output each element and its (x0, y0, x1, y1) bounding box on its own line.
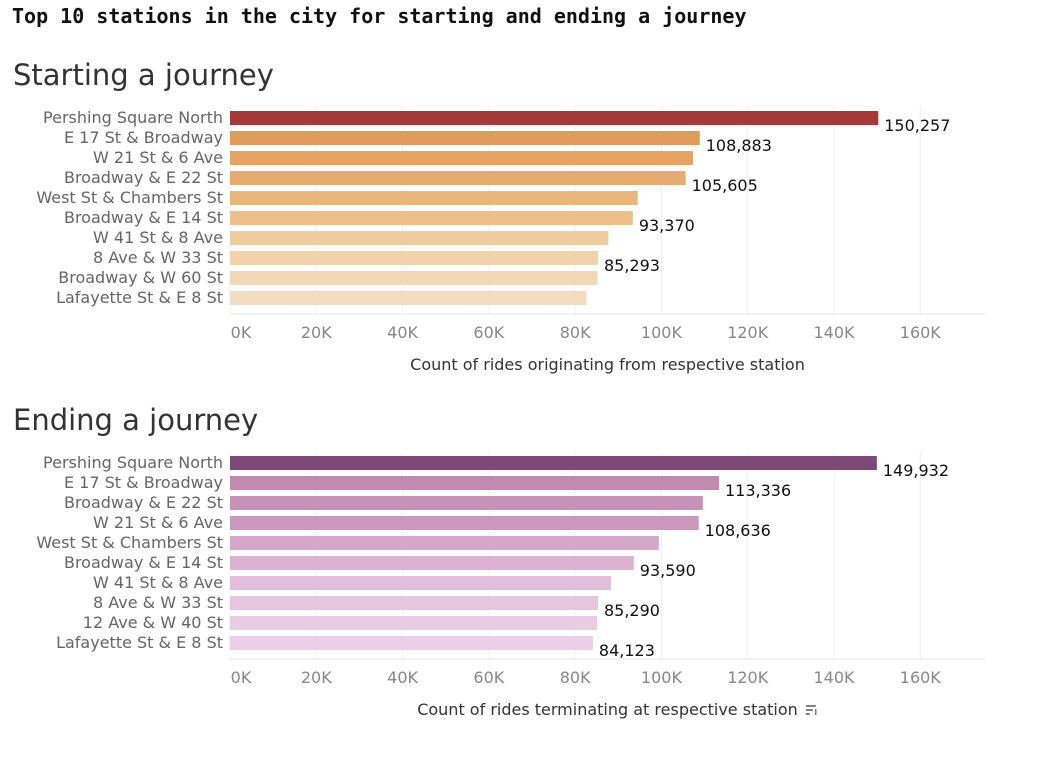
data-label: 150,257 (884, 116, 950, 135)
bar[interactable] (230, 171, 686, 185)
x-tick-label: 120K (727, 668, 769, 687)
data-label: 108,883 (706, 136, 772, 155)
sort-descending-icon[interactable] (805, 705, 817, 715)
data-label: 84,123 (599, 641, 655, 660)
chart-title-ending: Ending a journey (13, 403, 259, 437)
category-label: W 21 St & 6 Ave (93, 513, 223, 532)
category-label: W 21 St & 6 Ave (93, 148, 223, 167)
bar[interactable] (230, 151, 693, 165)
category-label: 8 Ave & W 33 St (93, 593, 223, 612)
bar[interactable] (230, 516, 699, 530)
x-tick-label: 40K (387, 323, 418, 342)
x-tick-label: 20K (301, 668, 332, 687)
chart-title-starting: Starting a journey (13, 58, 274, 92)
data-label: 105,605 (692, 176, 758, 195)
bar[interactable] (230, 496, 703, 510)
bar[interactable] (230, 251, 598, 265)
x-tick-label: 100K (641, 323, 683, 342)
x-tick-label: 160K (900, 323, 942, 342)
bar[interactable] (230, 616, 598, 630)
category-label: Lafayette St & E 8 St (56, 288, 223, 307)
data-label: 85,290 (604, 601, 660, 620)
x-tick-label: 140K (813, 323, 855, 342)
category-label: West St & Chambers St (36, 533, 223, 552)
x-axis-title: Count of rides terminating at respective… (417, 700, 798, 719)
category-label: 12 Ave & W 40 St (83, 613, 223, 632)
category-label: West St & Chambers St (36, 188, 223, 207)
x-tick-label: 140K (813, 668, 855, 687)
data-label: 108,636 (705, 521, 771, 540)
bar[interactable] (230, 536, 659, 550)
x-tick-label: 120K (727, 323, 769, 342)
data-label: 149,932 (883, 461, 949, 480)
page-title: Top 10 stations in the city for starting… (12, 4, 747, 28)
x-tick-label: 60K (473, 668, 504, 687)
category-label: Pershing Square North (43, 453, 223, 472)
bar[interactable] (230, 456, 877, 470)
category-label: W 41 St & 8 Ave (93, 573, 223, 592)
bar[interactable] (230, 191, 638, 205)
category-label: Broadway & E 14 St (64, 208, 223, 227)
bar[interactable] (230, 636, 593, 650)
bar[interactable] (230, 131, 700, 145)
x-tick-label: 40K (387, 668, 418, 687)
category-label: W 41 St & 8 Ave (93, 228, 223, 247)
data-label: 113,336 (725, 481, 791, 500)
bar[interactable] (230, 291, 587, 305)
category-label: 8 Ave & W 33 St (93, 248, 223, 267)
bar[interactable] (230, 576, 611, 590)
x-tick-label: 80K (560, 668, 591, 687)
bar[interactable] (230, 476, 719, 490)
x-tick-label: 20K (301, 323, 332, 342)
data-label: 85,293 (604, 256, 660, 275)
bar[interactable] (230, 111, 879, 125)
category-label: Broadway & E 22 St (64, 493, 223, 512)
x-tick-label: 0K (231, 668, 252, 687)
bar[interactable] (230, 596, 598, 610)
bar[interactable] (230, 231, 609, 245)
x-tick-label: 160K (900, 668, 942, 687)
category-label: Pershing Square North (43, 108, 223, 127)
starting-journey-bar-chart: Pershing Square North 150,257 E 17 St & Br… (36, 106, 985, 374)
x-axis-title: Count of rides originating from respecti… (410, 355, 805, 374)
x-tick-label: 100K (641, 668, 683, 687)
category-label: Broadway & W 60 St (58, 268, 223, 287)
x-tick-label: 80K (560, 323, 591, 342)
x-tick-label: 60K (473, 323, 504, 342)
data-label: 93,590 (640, 561, 696, 580)
category-label: Broadway & E 22 St (64, 168, 223, 187)
category-label: Lafayette St & E 8 St (56, 633, 223, 652)
ending-journey-bar-chart: Pershing Square North 149,932 E 17 St & Br… (36, 451, 985, 719)
bar[interactable] (230, 271, 598, 285)
category-label: E 17 St & Broadway (64, 128, 223, 147)
bar[interactable] (230, 211, 633, 225)
x-tick-label: 0K (231, 323, 252, 342)
bar[interactable] (230, 556, 634, 570)
category-label: E 17 St & Broadway (64, 473, 223, 492)
category-label: Broadway & E 14 St (64, 553, 223, 572)
data-label: 93,370 (639, 216, 695, 235)
